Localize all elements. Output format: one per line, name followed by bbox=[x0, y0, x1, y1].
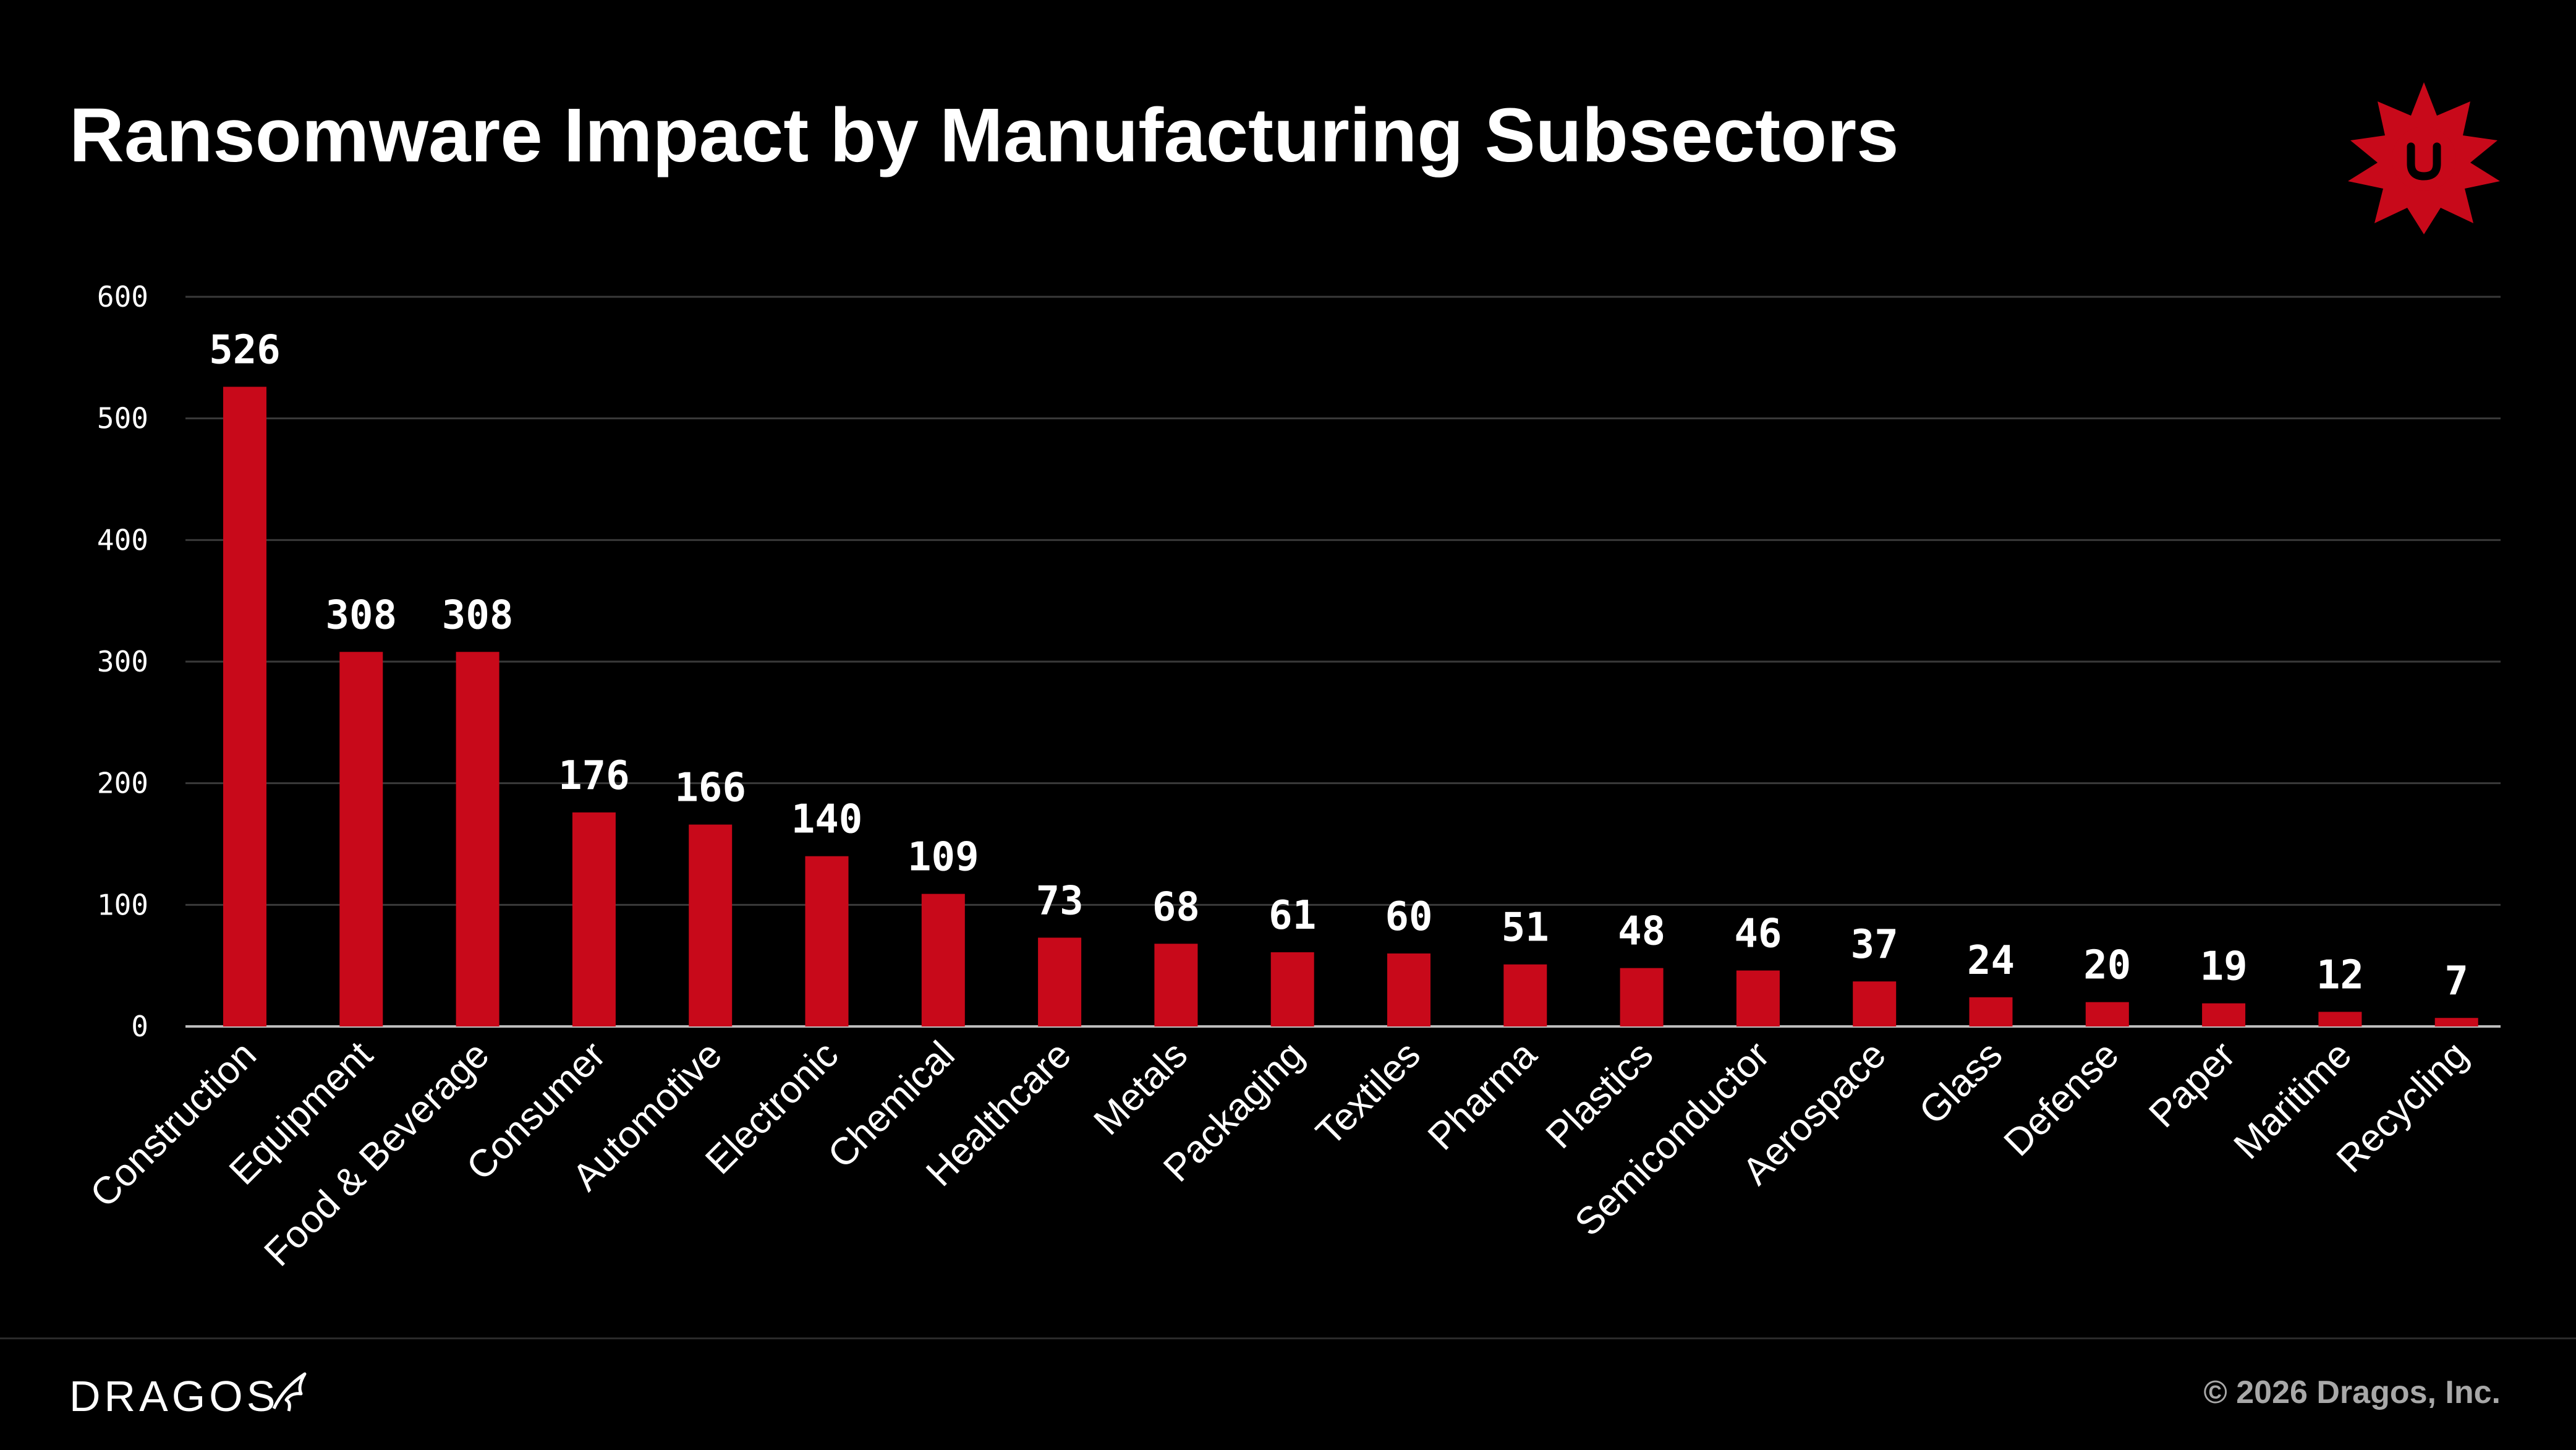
bar bbox=[339, 652, 383, 1026]
data-label: 19 bbox=[2200, 944, 2248, 990]
bar bbox=[805, 856, 849, 1026]
bar bbox=[1038, 937, 1082, 1026]
bar bbox=[1853, 981, 1897, 1026]
x-tick-label: Textiles bbox=[1308, 1033, 1429, 1154]
data-label: 48 bbox=[1618, 909, 1665, 955]
data-label: 24 bbox=[1967, 938, 2015, 984]
bar bbox=[456, 652, 499, 1026]
bars bbox=[223, 386, 2478, 1026]
x-tick-label: Construction bbox=[82, 1033, 265, 1216]
x-tick-label: Metals bbox=[1086, 1033, 1196, 1143]
y-tick-label: 0 bbox=[131, 1010, 148, 1043]
value-labels: 526 308 308 176 166 140 109 73 68 61 60 51 48 46 37 24 2… bbox=[209, 328, 2468, 1005]
bar bbox=[2085, 1002, 2129, 1026]
bar bbox=[921, 893, 965, 1026]
bar bbox=[1387, 953, 1430, 1026]
bar bbox=[223, 386, 266, 1026]
data-label: 37 bbox=[1851, 922, 1898, 968]
data-label: 308 bbox=[442, 592, 514, 638]
bar bbox=[1736, 970, 1780, 1026]
x-tick-label: Pharma bbox=[1420, 1033, 1545, 1159]
data-label: 526 bbox=[209, 328, 281, 373]
bar bbox=[2202, 1003, 2246, 1026]
data-label: 12 bbox=[2316, 952, 2364, 998]
dragos-starburst-icon bbox=[2348, 82, 2500, 234]
x-tick-label: Semiconductor bbox=[1567, 1033, 1778, 1244]
y-tick-label: 200 bbox=[97, 767, 148, 800]
bar bbox=[1154, 944, 1198, 1026]
bar bbox=[689, 824, 733, 1026]
y-tick-label: 600 bbox=[97, 280, 148, 313]
x-tick-label: Defense bbox=[1996, 1033, 2127, 1164]
y-tick-label: 100 bbox=[97, 888, 148, 921]
dragon-wing-icon bbox=[273, 1372, 307, 1412]
data-label: 68 bbox=[1152, 884, 1200, 930]
data-label: 46 bbox=[1734, 911, 1782, 957]
bar bbox=[2434, 1018, 2478, 1026]
x-tick-label: Paper bbox=[2141, 1033, 2243, 1136]
y-tick-label: 300 bbox=[97, 645, 148, 678]
bar bbox=[572, 812, 616, 1026]
logo-wordmark: DRAGOS bbox=[69, 1372, 279, 1420]
dragos-logo: DRAGOS bbox=[69, 1371, 307, 1421]
bar bbox=[1620, 968, 1664, 1026]
x-tick-label: Food & Beverage bbox=[257, 1033, 498, 1274]
data-label: 61 bbox=[1269, 893, 1316, 939]
bar bbox=[1270, 952, 1314, 1026]
footer-divider bbox=[0, 1337, 2576, 1339]
data-label: 176 bbox=[558, 753, 630, 799]
data-label: 7 bbox=[2444, 958, 2468, 1004]
data-label: 20 bbox=[2083, 943, 2131, 989]
y-tick-label: 400 bbox=[97, 523, 148, 557]
page-title: Ransomware Impact by Manufacturing Subse… bbox=[69, 93, 1899, 178]
data-label: 166 bbox=[674, 766, 746, 811]
copyright-text: © 2026 Dragos, Inc. bbox=[2203, 1375, 2501, 1410]
bar bbox=[1969, 997, 2013, 1026]
y-tick-label: 500 bbox=[97, 402, 148, 435]
data-label: 140 bbox=[791, 797, 863, 843]
bar bbox=[2318, 1012, 2362, 1026]
bar bbox=[1503, 964, 1547, 1026]
data-label: 51 bbox=[1502, 905, 1549, 951]
data-label: 73 bbox=[1036, 878, 1084, 924]
gridlines bbox=[185, 296, 2501, 1028]
data-label: 308 bbox=[326, 592, 397, 638]
y-axis-ticks: 0 100 200 300 400 500 600 bbox=[97, 280, 148, 1043]
data-label: 60 bbox=[1385, 894, 1432, 940]
data-label: 109 bbox=[908, 835, 979, 881]
x-tick-label: Glass bbox=[1911, 1033, 2011, 1133]
